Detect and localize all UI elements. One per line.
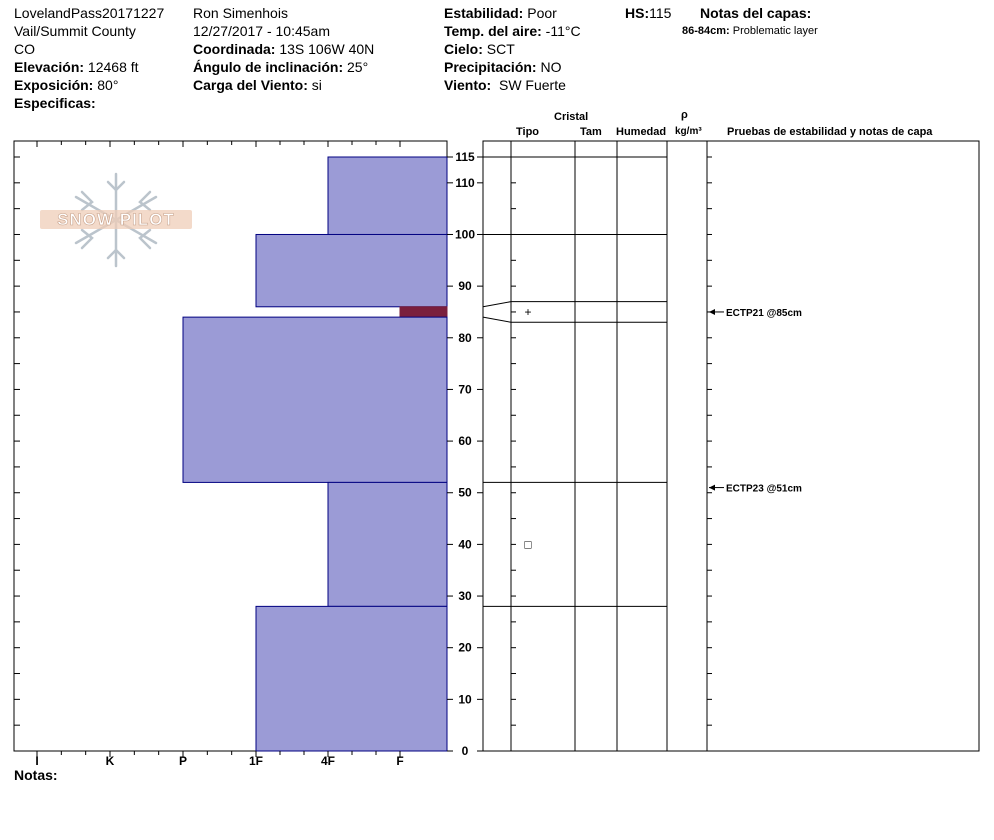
hs-row: HS:115 [625, 4, 671, 22]
slope-row: Ángulo de inclinación: 25° [193, 58, 368, 76]
test-label: ECTP21 @85cm [726, 308, 802, 319]
moisture-header: Humedad [616, 126, 667, 138]
layer-table-frame [482, 140, 980, 752]
depth-label: 110 [455, 176, 475, 190]
layer-bar [255, 605, 448, 752]
air-temp-row: Temp. del aire: -11°C [444, 22, 581, 40]
elevation-row: Elevación: 12468 ft [14, 58, 139, 76]
layer-note-row: 86-84cm: Problematic layer [682, 24, 818, 38]
density-unit-header: kg/m³ [675, 126, 702, 137]
hardness-label: F [396, 754, 403, 768]
depth-label: 0 [462, 744, 469, 758]
depth-label: 10 [458, 692, 472, 706]
sky-value: SCT [486, 41, 515, 57]
hardness-label: 1F [249, 754, 263, 768]
depth-label: 40 [458, 537, 472, 551]
test-arrow-head [709, 484, 715, 491]
layer-bar [255, 233, 448, 308]
weak-layer-bar [399, 306, 448, 318]
hardness-label: P [179, 754, 187, 768]
slope-label: Ángulo de inclinación: [193, 59, 344, 75]
logo-text: SNOW PILOT [57, 210, 175, 230]
hs-label: HS: [625, 5, 650, 21]
layer-notes-label: Notas del capas: [700, 5, 812, 21]
hardness-label: I [35, 754, 38, 768]
slope-value: 25° [347, 59, 369, 75]
wind-label: Viento: [444, 77, 492, 93]
layer-bar [182, 316, 448, 483]
test-label: ECTP23 @51cm [726, 484, 802, 495]
site-name: LovelandPass20171227 [14, 5, 165, 21]
air-temp-value: -11°C [545, 23, 581, 39]
stability-value: Poor [527, 5, 557, 21]
rho-header: ρ [681, 109, 688, 121]
elevation-value: 12468 ft [87, 59, 139, 75]
depth-label: 80 [458, 331, 472, 345]
weak-band-connector [482, 301, 512, 308]
hardness-label: K [106, 754, 115, 768]
aspect-row: Exposición: 80° [14, 76, 118, 94]
wind-load-row: Carga del Viento: si [193, 76, 322, 94]
observer: Ron Simenhois [193, 5, 288, 21]
air-temp-label: Temp. del aire: [444, 23, 542, 39]
sky-row: Cielo: SCT [444, 40, 515, 58]
notes-label: Notas: [14, 767, 58, 783]
wind-load-value: si [311, 77, 322, 93]
precip-label: Precipitación: [444, 59, 537, 75]
depth-label: 115 [455, 150, 475, 164]
layer-note-range: 86-84cm: [682, 25, 730, 37]
datetime: 12/27/2017 - 10:45am [193, 23, 330, 39]
stability-row: Estabilidad: Poor [444, 4, 557, 22]
crystal-header: Cristal [554, 111, 589, 123]
wind-load-label: Carga del Viento: [193, 77, 308, 93]
weak-band-connector [482, 316, 512, 323]
hardness-label: 4F [321, 754, 335, 768]
crystal-symbol: + [524, 305, 531, 319]
specifics-label: Especificas: [14, 95, 96, 111]
depth-label: 70 [458, 382, 472, 396]
precip-row: Precipitación: NO [444, 58, 561, 76]
test-arrow-head [709, 308, 715, 315]
depth-label: 100 [455, 227, 475, 241]
size-header: Tam [580, 126, 602, 138]
tests-header: Pruebas de estabilidad y notas de capa [727, 126, 933, 138]
region: Vail/Summit County [14, 23, 136, 39]
coord-row: Coordinada: 13S 106W 40N [193, 40, 374, 58]
state: CO [14, 41, 35, 57]
coord-label: Coordinada: [193, 41, 276, 57]
coord-value: 13S 106W 40N [279, 41, 375, 57]
depth-label: 90 [458, 279, 472, 293]
sky-label: Cielo: [444, 41, 483, 57]
depth-label: 20 [458, 641, 472, 655]
stability-label: Estabilidad: [444, 5, 524, 21]
wind-value: SW Fuerte [498, 77, 566, 93]
hs-value: 115 [649, 5, 672, 21]
type-header: Tipo [516, 126, 540, 138]
snowpilot-logo: SNOW PILOT [38, 170, 194, 270]
depth-label: 50 [458, 486, 472, 500]
depth-label: 30 [458, 589, 472, 603]
aspect-label: Exposición: [14, 77, 94, 93]
depth-label: 60 [458, 434, 472, 448]
layer-note-text: Problematic layer [732, 25, 818, 37]
precip-value: NO [540, 59, 562, 75]
elevation-label: Elevación: [14, 59, 85, 75]
wind-row: Viento: SW Fuerte [444, 76, 566, 94]
aspect-value: 80° [97, 77, 119, 93]
layer-bar [327, 481, 448, 607]
crystal-symbol: □ [524, 537, 531, 551]
layer-bar [327, 156, 448, 235]
snowflake-icon [40, 172, 192, 268]
